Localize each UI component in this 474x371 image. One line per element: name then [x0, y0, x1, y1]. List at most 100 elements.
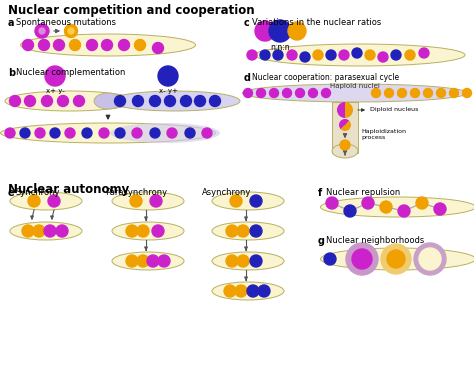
Circle shape: [378, 52, 388, 62]
Circle shape: [313, 50, 323, 60]
Text: Synchrony: Synchrony: [16, 188, 61, 197]
Ellipse shape: [212, 192, 284, 210]
Circle shape: [380, 201, 392, 213]
Circle shape: [202, 128, 212, 138]
Circle shape: [158, 255, 170, 267]
Ellipse shape: [5, 91, 135, 111]
Circle shape: [150, 195, 162, 207]
Circle shape: [54, 39, 64, 50]
Text: Diploid nucleus: Diploid nucleus: [370, 108, 419, 112]
Circle shape: [35, 128, 45, 138]
Circle shape: [414, 243, 446, 275]
FancyBboxPatch shape: [332, 102, 358, 153]
Circle shape: [20, 128, 30, 138]
Circle shape: [260, 50, 270, 60]
Circle shape: [130, 195, 142, 207]
Circle shape: [449, 89, 458, 98]
Text: Asynchrony: Asynchrony: [202, 188, 251, 197]
Text: e: e: [8, 188, 15, 198]
Text: Spontaneous mutations: Spontaneous mutations: [16, 18, 116, 27]
Circle shape: [324, 253, 336, 265]
Ellipse shape: [10, 192, 82, 210]
Circle shape: [235, 285, 247, 297]
Circle shape: [224, 285, 236, 297]
Circle shape: [135, 39, 146, 50]
Circle shape: [226, 225, 238, 237]
Circle shape: [38, 39, 49, 50]
Circle shape: [70, 39, 81, 50]
Ellipse shape: [94, 93, 122, 109]
Circle shape: [25, 95, 36, 106]
Circle shape: [423, 89, 432, 98]
Circle shape: [372, 89, 381, 98]
Ellipse shape: [112, 222, 184, 240]
Circle shape: [45, 66, 65, 86]
Circle shape: [244, 89, 253, 98]
Circle shape: [230, 195, 242, 207]
Circle shape: [149, 95, 161, 106]
Circle shape: [115, 95, 126, 106]
Wedge shape: [341, 121, 351, 131]
Text: b: b: [8, 68, 15, 78]
Circle shape: [33, 225, 45, 237]
Text: a: a: [8, 18, 15, 28]
Circle shape: [64, 24, 78, 37]
Circle shape: [126, 225, 138, 237]
Ellipse shape: [320, 248, 474, 270]
Ellipse shape: [10, 222, 82, 240]
Circle shape: [365, 50, 375, 60]
Circle shape: [133, 95, 144, 106]
Circle shape: [381, 244, 411, 274]
Circle shape: [270, 89, 279, 98]
Circle shape: [283, 89, 292, 98]
Circle shape: [247, 50, 257, 60]
Circle shape: [132, 128, 142, 138]
Circle shape: [321, 89, 330, 98]
Circle shape: [86, 39, 98, 50]
Circle shape: [22, 225, 34, 237]
Circle shape: [352, 249, 372, 269]
Circle shape: [434, 203, 446, 215]
Ellipse shape: [212, 222, 284, 240]
Wedge shape: [337, 102, 345, 118]
Text: Parasynchrony: Parasynchrony: [105, 188, 167, 197]
Text: Nuclear autonomy: Nuclear autonomy: [8, 183, 129, 196]
Text: f: f: [318, 188, 322, 198]
Circle shape: [255, 21, 275, 41]
Circle shape: [362, 197, 374, 209]
Circle shape: [256, 89, 265, 98]
Text: c: c: [244, 18, 250, 28]
Text: Haploidization: Haploidization: [361, 128, 406, 134]
Text: process: process: [361, 135, 385, 141]
Ellipse shape: [112, 252, 184, 270]
Ellipse shape: [112, 192, 184, 210]
Ellipse shape: [110, 123, 220, 143]
Circle shape: [210, 95, 220, 106]
Circle shape: [258, 285, 270, 297]
Circle shape: [153, 43, 164, 53]
Circle shape: [56, 225, 68, 237]
Circle shape: [44, 225, 56, 237]
Circle shape: [398, 89, 407, 98]
Circle shape: [39, 28, 45, 34]
Ellipse shape: [212, 282, 284, 300]
Circle shape: [237, 255, 249, 267]
Circle shape: [147, 255, 159, 267]
Text: Nuclear cooperation: parasexual cycle: Nuclear cooperation: parasexual cycle: [252, 73, 399, 82]
Circle shape: [152, 225, 164, 237]
Circle shape: [463, 89, 472, 98]
Circle shape: [309, 89, 318, 98]
Text: d: d: [244, 73, 251, 83]
Circle shape: [416, 197, 428, 209]
Text: Nuclear repulsion: Nuclear repulsion: [326, 188, 400, 197]
Text: x- y+: x- y+: [159, 88, 177, 94]
Circle shape: [73, 95, 84, 106]
Circle shape: [326, 50, 336, 60]
Wedge shape: [339, 119, 349, 129]
Circle shape: [48, 195, 60, 207]
Text: g: g: [318, 236, 325, 246]
Circle shape: [22, 39, 34, 50]
Circle shape: [340, 140, 350, 150]
Circle shape: [194, 95, 206, 106]
Circle shape: [287, 50, 297, 60]
